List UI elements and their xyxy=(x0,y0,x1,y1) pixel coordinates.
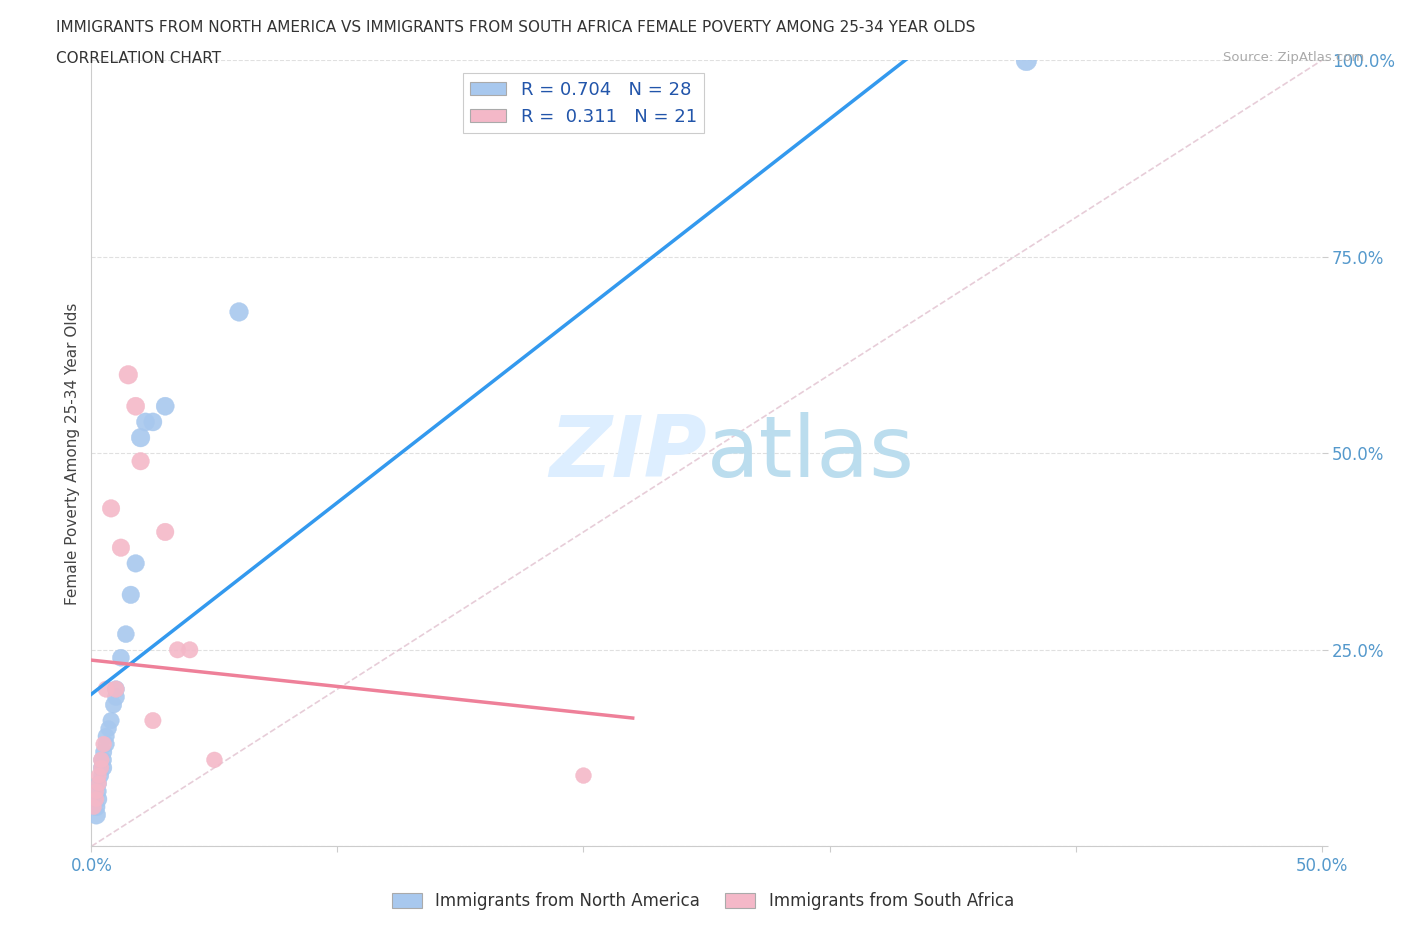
Point xyxy=(110,650,132,665)
Point xyxy=(572,768,595,783)
Point xyxy=(87,776,110,790)
Point xyxy=(86,807,108,822)
Point xyxy=(87,776,110,790)
Point xyxy=(120,588,142,603)
Point xyxy=(96,729,117,744)
Point xyxy=(86,784,108,799)
Point xyxy=(166,643,188,658)
Point xyxy=(90,768,112,783)
Point xyxy=(93,761,115,776)
Point xyxy=(100,501,122,516)
Point xyxy=(153,399,177,414)
Point xyxy=(153,525,177,539)
Y-axis label: Female Poverty Among 25-34 Year Olds: Female Poverty Among 25-34 Year Olds xyxy=(65,302,80,604)
Point xyxy=(129,431,152,445)
Point xyxy=(114,627,138,642)
Point xyxy=(110,540,132,555)
Text: CORRELATION CHART: CORRELATION CHART xyxy=(56,51,221,66)
Point xyxy=(142,415,165,430)
Point xyxy=(97,721,120,736)
Point xyxy=(90,752,112,767)
Point xyxy=(87,784,110,799)
Point xyxy=(105,682,127,697)
Point xyxy=(202,752,225,767)
Text: atlas: atlas xyxy=(706,412,914,495)
Point xyxy=(129,454,152,469)
Point xyxy=(87,768,110,783)
Point xyxy=(93,737,115,751)
Point xyxy=(93,752,115,767)
Point xyxy=(179,643,201,658)
Point xyxy=(86,800,108,815)
Legend: R = 0.704   N = 28, R =  0.311   N = 21: R = 0.704 N = 28, R = 0.311 N = 21 xyxy=(463,73,704,133)
Point xyxy=(90,752,112,767)
Point xyxy=(90,761,112,776)
Point xyxy=(105,682,127,697)
Point xyxy=(124,556,146,571)
Text: IMMIGRANTS FROM NORTH AMERICA VS IMMIGRANTS FROM SOUTH AFRICA FEMALE POVERTY AMO: IMMIGRANTS FROM NORTH AMERICA VS IMMIGRA… xyxy=(56,20,976,35)
Text: Source: ZipAtlas.com: Source: ZipAtlas.com xyxy=(1223,51,1364,64)
Point xyxy=(105,689,127,704)
Legend: Immigrants from North America, Immigrants from South Africa: Immigrants from North America, Immigrant… xyxy=(385,885,1021,917)
Point xyxy=(135,415,156,430)
Point xyxy=(83,800,105,815)
Text: ZIP: ZIP xyxy=(548,412,706,495)
Point xyxy=(124,399,146,414)
Point xyxy=(93,745,115,760)
Point xyxy=(96,682,117,697)
Point xyxy=(103,698,125,712)
Point xyxy=(90,761,112,776)
Point xyxy=(142,713,165,728)
Point xyxy=(86,791,108,806)
Point xyxy=(117,367,139,382)
Point xyxy=(87,791,110,806)
Point xyxy=(96,737,117,751)
Point xyxy=(1015,53,1038,68)
Point xyxy=(100,713,122,728)
Point xyxy=(228,304,250,319)
